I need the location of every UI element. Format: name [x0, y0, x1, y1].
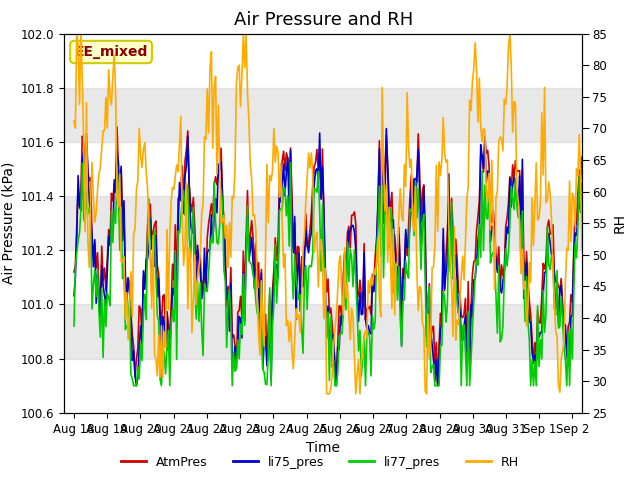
Y-axis label: Air Pressure (kPa): Air Pressure (kPa)	[1, 162, 15, 284]
Title: Air Pressure and RH: Air Pressure and RH	[234, 11, 413, 29]
Legend: AtmPres, li75_pres, li77_pres, RH: AtmPres, li75_pres, li77_pres, RH	[116, 451, 524, 474]
Bar	[64, 196, 582, 250]
Bar	[64, 304, 582, 359]
X-axis label: Time: Time	[306, 441, 340, 455]
Bar	[64, 88, 582, 142]
Text: EE_mixed: EE_mixed	[74, 45, 148, 59]
Y-axis label: RH: RH	[612, 213, 627, 233]
